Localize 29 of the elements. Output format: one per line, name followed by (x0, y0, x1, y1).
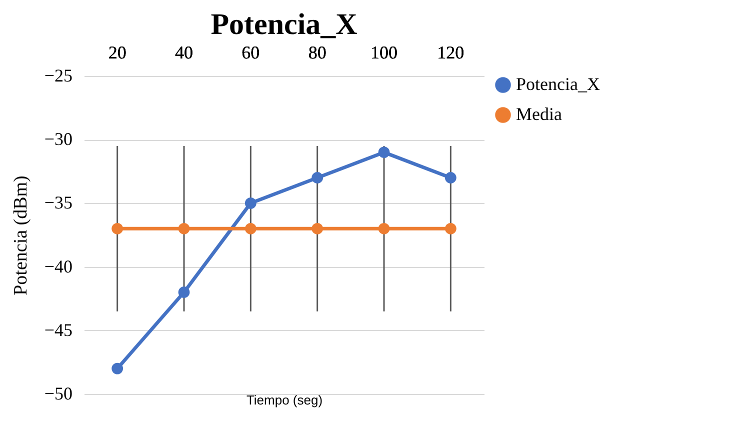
point (444, 172, 456, 184)
x-tick-label: 120 (437, 42, 464, 62)
legend-label: Media (516, 104, 562, 124)
x-tick-label: 100 (370, 42, 398, 62)
x-tick-label: 20 (108, 42, 126, 62)
y-tick-label: −50 (44, 384, 72, 404)
y-tick-label: −35 (44, 192, 72, 213)
y-tick-label: −30 (44, 129, 72, 150)
point (244, 198, 256, 209)
chart-title: Potencia_X (210, 8, 358, 41)
legend-label: Potencia_X (516, 74, 600, 94)
point (312, 172, 324, 184)
y-tick-label: −40 (44, 256, 72, 276)
point (112, 222, 124, 234)
x-tick-label: 40 (175, 42, 193, 62)
point (378, 146, 390, 158)
y-axis-title: Potencia (dBm) (10, 176, 32, 296)
y-tick-label: −45 (44, 320, 72, 340)
point (312, 222, 324, 234)
point (112, 362, 124, 374)
point (444, 222, 456, 234)
point (178, 222, 190, 234)
x-axis-title: Tiempo (seg) (246, 392, 323, 408)
x-tick-label: 80 (308, 42, 326, 62)
point (178, 286, 190, 298)
point (378, 222, 390, 234)
x-tick-label: 60 (242, 42, 260, 62)
y-tick-label: −25 (44, 66, 72, 86)
point (244, 222, 256, 234)
